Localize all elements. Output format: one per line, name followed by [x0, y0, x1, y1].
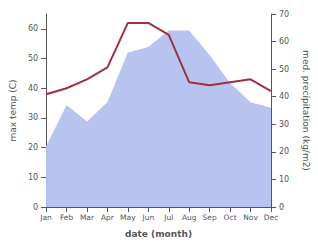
svg-text:max temp (C): max temp (C)	[8, 79, 18, 141]
svg-text:Oct: Oct	[224, 213, 237, 222]
svg-text:30: 30	[28, 113, 38, 122]
svg-text:30: 30	[279, 120, 289, 129]
svg-text:10: 10	[279, 175, 289, 184]
svg-text:60: 60	[279, 37, 289, 46]
svg-text:50: 50	[28, 54, 38, 63]
svg-text:Sep: Sep	[203, 213, 217, 222]
svg-text:Feb: Feb	[60, 213, 74, 222]
svg-text:40: 40	[28, 84, 38, 93]
svg-text:Jun: Jun	[141, 213, 154, 222]
svg-text:10: 10	[28, 173, 38, 182]
svg-text:20: 20	[279, 147, 289, 156]
svg-text:20: 20	[28, 143, 38, 152]
svg-text:Apr: Apr	[101, 213, 115, 222]
svg-text:date (month): date (month)	[125, 229, 192, 239]
svg-text:60: 60	[28, 24, 38, 33]
svg-text:0: 0	[279, 203, 284, 212]
svg-text:Dec: Dec	[264, 213, 279, 222]
svg-text:0: 0	[33, 203, 38, 212]
svg-text:Aug: Aug	[182, 213, 197, 222]
svg-text:May: May	[120, 213, 136, 222]
svg-text:med. precipitation (kg/m2): med. precipitation (kg/m2)	[301, 50, 311, 171]
svg-text:Jan: Jan	[39, 213, 52, 222]
svg-text:Mar: Mar	[80, 213, 95, 222]
svg-text:Jul: Jul	[163, 213, 173, 222]
svg-text:70: 70	[279, 10, 289, 19]
svg-text:50: 50	[279, 65, 289, 74]
svg-text:Nov: Nov	[243, 213, 258, 222]
svg-text:40: 40	[279, 92, 289, 101]
